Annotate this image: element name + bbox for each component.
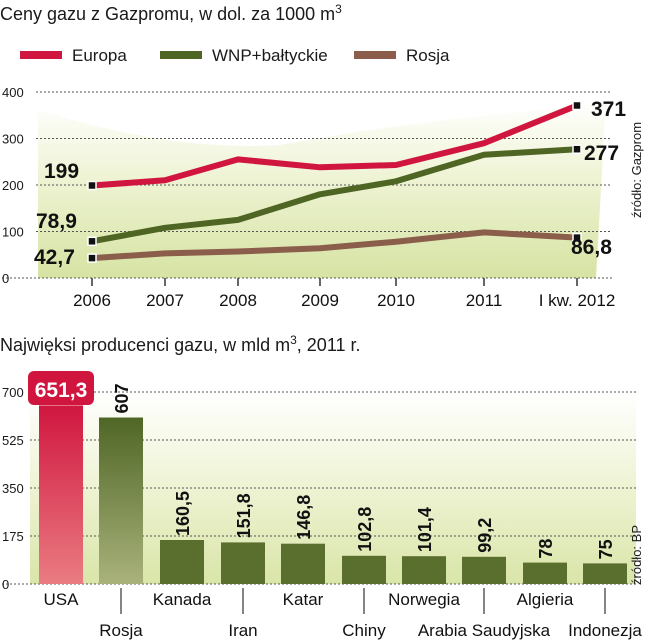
- bar-category-8: Algieria: [517, 590, 574, 609]
- line-x-tick-4: 2010: [377, 291, 415, 310]
- bar-value-label-5: 102,8: [355, 507, 375, 552]
- series-1-end-label: 277: [584, 142, 619, 165]
- bar-y-tick-2: 350: [2, 481, 24, 496]
- bar-3: [221, 542, 265, 584]
- bar-y-axis: 0 175 350 525 700: [2, 385, 24, 592]
- bar-category-9: Indonezja: [568, 621, 642, 640]
- bar-category-1: Rosja: [99, 621, 143, 640]
- bar-5: [342, 555, 386, 584]
- bar-category-5: Chiny: [342, 621, 386, 640]
- bar-category-3: Iran: [228, 621, 257, 640]
- bar-0: [39, 405, 83, 584]
- series-0-end-label: 371: [591, 98, 626, 121]
- line-x-tick-5: 2011: [466, 291, 503, 310]
- bar-source: źródło: BP: [629, 525, 644, 585]
- line-series: [89, 102, 580, 262]
- bar-value-label-3: 151,8: [234, 493, 254, 538]
- bar-value-label-7: 99,2: [475, 518, 495, 553]
- bar-value-label-0: 651,3: [35, 379, 88, 402]
- series-2-end-label: 86,8: [571, 236, 612, 259]
- series-2-end-marker: [572, 232, 582, 243]
- line-y-tick-2: 200: [2, 178, 24, 193]
- line-source: źródło: Gazprom: [629, 122, 644, 218]
- bar-category-6: Norwegia: [388, 590, 460, 609]
- bar-value-label-2: 160,5: [173, 491, 193, 536]
- line-x-tick-6: I kw. 2012: [539, 291, 616, 310]
- bar-value-label-6: 101,4: [415, 507, 435, 552]
- bar-9: [583, 563, 627, 584]
- bar-6: [402, 556, 446, 584]
- bar-2: [160, 540, 204, 584]
- bar-category-2: Kanada: [153, 590, 212, 609]
- bar-y-tick-4: 700: [2, 385, 24, 400]
- series-0-start-label: 199: [44, 160, 79, 183]
- series-1-start-label: 78,9: [36, 210, 77, 233]
- line-x-tick-0: 2006: [73, 291, 111, 310]
- bar-y-tick-1: 175: [2, 529, 24, 544]
- bar-value-label-9: 75: [596, 539, 616, 559]
- bar-8: [523, 562, 567, 584]
- line-x-tick-1: 2007: [146, 291, 184, 310]
- line-y-tick-0: 0: [2, 271, 9, 286]
- bar-category-4: Katar: [283, 590, 324, 609]
- bar-1: [99, 417, 143, 584]
- bar-category-0: USA: [44, 590, 80, 609]
- legend-label-0: Europa: [72, 46, 127, 65]
- line-chart-title: Ceny gazu z Gazpromu, w dol. za 1000 m3: [0, 2, 342, 24]
- bar-y-tick-3: 525: [2, 433, 24, 448]
- bar-category-7: Arabia Saudyjska: [418, 621, 551, 640]
- bar-value-label-8: 78: [536, 539, 556, 559]
- line-y-tick-1: 100: [2, 225, 24, 240]
- line-y-tick-4: 400: [2, 85, 24, 100]
- line-y-axis: 0 100 200 300 400: [2, 85, 24, 286]
- legend-label-1: WNP+bałtyckie: [212, 46, 328, 65]
- series-1-end-marker: [572, 144, 582, 154]
- series-1-start-marker: [87, 236, 97, 247]
- bar-0-label-box: [28, 371, 94, 405]
- line-legend: Europa WNP+bałtyckie Rosja: [20, 46, 450, 65]
- line-y-tick-3: 300: [2, 132, 24, 147]
- line-x-tick-3: 2009: [301, 291, 339, 310]
- legend-label-2: Rosja: [406, 46, 450, 65]
- series-0-end-marker: [572, 100, 582, 111]
- bar-value-label-4: 146,8: [294, 495, 314, 540]
- bar-value-labels: 651,3 607 160,5 151,8 146,8 102,8 101,4 99,2 78 7…: [28, 371, 616, 559]
- bar-y-tick-0: 0: [2, 577, 9, 592]
- bars: [39, 405, 627, 584]
- line-x-tick-2: 2008: [219, 291, 257, 310]
- bar-value-label-1: 607: [112, 383, 132, 413]
- line-x-axis: 2006 2007 2008 2009 2010 2011 I kw. 2012: [73, 278, 615, 310]
- bar-chart-title: Najwięksi producenci gazu, w mld m3, 201…: [0, 333, 361, 355]
- series-2-start-marker: [87, 253, 97, 263]
- bar-4: [281, 543, 325, 584]
- series-2-start-label: 42,7: [34, 246, 75, 269]
- line-data-labels: 199 371 78,9 277 42,7 86,8: [34, 98, 626, 269]
- bar-7: [462, 556, 506, 584]
- series-0-start-marker: [87, 180, 97, 191]
